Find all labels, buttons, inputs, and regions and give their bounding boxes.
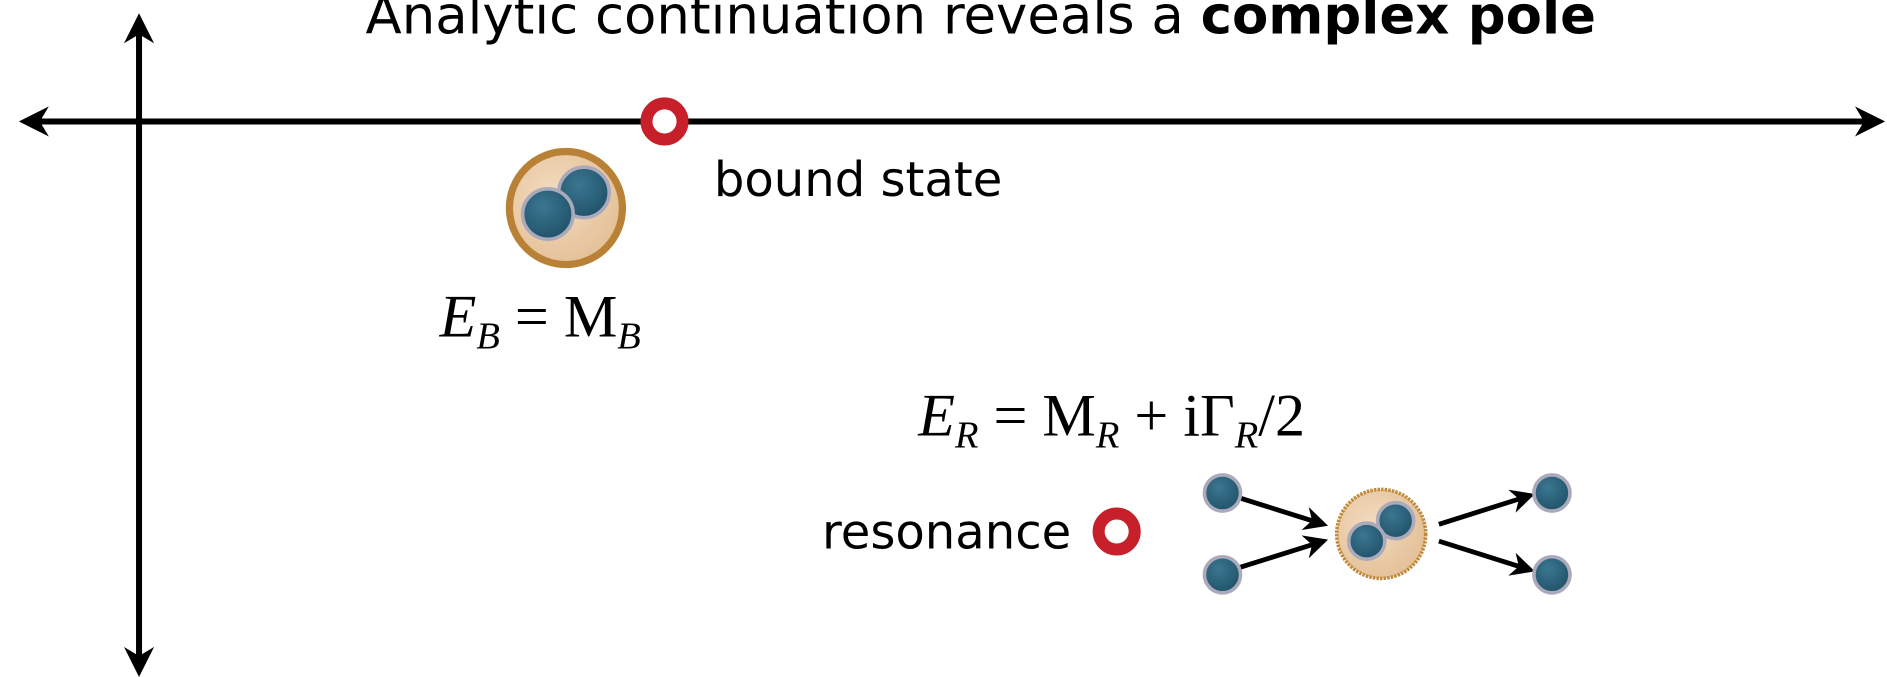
title: Analytic continuation reveals a complex …: [366, 0, 1596, 47]
title-text: Analytic continuation reveals a: [366, 0, 1201, 47]
resonance-process: [1202, 473, 1572, 595]
title-bold: complex pole: [1201, 0, 1596, 47]
bound-particle: [505, 147, 627, 269]
eq-part: E: [917, 382, 955, 449]
eq-part: + iΓ: [1119, 382, 1234, 449]
eq-sub: R: [1234, 414, 1258, 456]
eq-part: = M: [500, 284, 617, 351]
eq-sub: R: [1095, 414, 1120, 456]
eq-sub: B: [476, 316, 500, 358]
resonance-label: resonance: [822, 504, 1071, 560]
eq-sub: B: [617, 316, 641, 358]
eq-sub: R: [954, 414, 979, 456]
bound-label: bound state: [714, 152, 1002, 208]
eq-part: /2: [1258, 382, 1305, 449]
bound-equation: EB = MB: [439, 284, 641, 358]
resonance-pole: [1092, 507, 1141, 556]
bound-pole: [640, 97, 689, 146]
eq-part: E: [439, 284, 477, 351]
resonance-equation: ER = MR + iΓR/2: [917, 382, 1305, 456]
eq-part: = M: [978, 382, 1095, 449]
